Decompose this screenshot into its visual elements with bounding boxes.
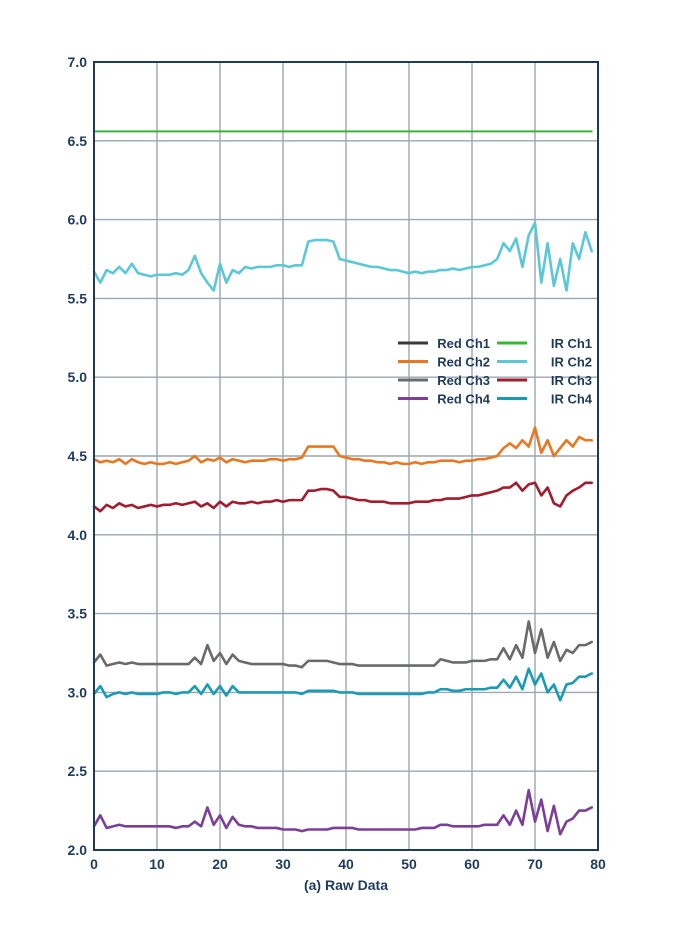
legend-entry-label: Red Ch1 [437, 336, 490, 351]
series-line-red-ch3 [92, 620, 593, 669]
y-tick-label: 7.0 [68, 54, 88, 70]
x-tick-label: 30 [275, 856, 291, 872]
grid-lines [93, 61, 599, 851]
x-tick-label: 70 [527, 856, 543, 872]
x-tick-label: 50 [401, 856, 417, 872]
y-tick-label: 6.0 [68, 212, 88, 228]
x-tick-label: 60 [464, 856, 480, 872]
x-tick-label: 80 [590, 856, 606, 872]
legend-entry-label: Red Ch4 [437, 392, 491, 407]
legend-entry-label: IR Ch3 [551, 373, 592, 388]
y-axis-ticks: 2.0 2.5 3.0 3.5 4.0 4.5 5.0 5.5 6.0 6.5 7.0 [68, 54, 88, 858]
legend-entry-label: Red Ch2 [437, 355, 490, 370]
x-tick-label: 0 [90, 856, 98, 872]
y-tick-label: 5.0 [68, 369, 88, 385]
legend-entry-label: IR Ch2 [551, 355, 592, 370]
y-tick-label: 4.5 [68, 448, 88, 464]
x-axis-label: (a) Raw Data [304, 877, 388, 893]
legend-entry-label: IR Ch4 [551, 392, 593, 407]
y-tick-label: 4.0 [68, 527, 88, 543]
series-line-ir-ch2 [92, 221, 593, 292]
x-tick-label: 40 [338, 856, 354, 872]
y-tick-label: 3.0 [68, 684, 88, 700]
legend-entry-label: IR Ch1 [551, 336, 592, 351]
x-tick-label: 20 [212, 856, 228, 872]
legend-entry-label: Red Ch3 [437, 373, 490, 388]
series-layer [92, 130, 593, 836]
series-line-red-ch2 [92, 426, 593, 466]
y-tick-label: 5.5 [68, 290, 88, 306]
y-tick-label: 3.5 [68, 606, 88, 622]
y-tick-label: 2.0 [68, 842, 88, 858]
x-tick-label: 10 [149, 856, 165, 872]
y-tick-label: 2.5 [68, 763, 88, 779]
x-axis-ticks: 0 10 20 30 40 50 60 70 80 [90, 856, 606, 872]
series-line-ir-ch3 [92, 481, 593, 513]
series-line-ir-ch4 [92, 667, 593, 702]
y-tick-label: 6.5 [68, 133, 88, 149]
series-line-red-ch4 [92, 788, 593, 836]
legend: Red Ch1 Red Ch2 Red Ch3 Red Ch4 IR Ch1 IR Ch2… [398, 336, 593, 407]
plot-area-frame [93, 61, 599, 851]
